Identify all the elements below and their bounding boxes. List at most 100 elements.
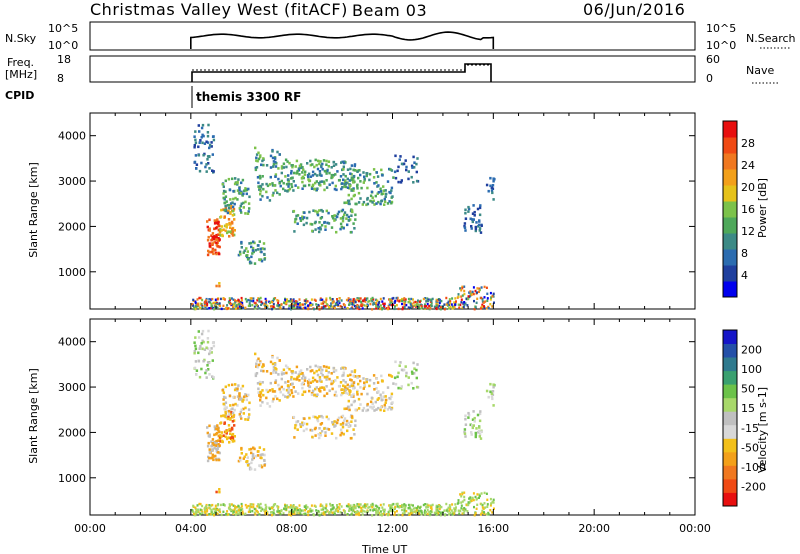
power-cell (193, 306, 195, 309)
velocity-cell (250, 451, 253, 455)
power-cell (388, 303, 391, 306)
velocity-cell (231, 420, 235, 423)
velocity-cell (354, 419, 357, 423)
velocity-y-axis-label: Slant Range [km] (27, 368, 40, 464)
velocity-cell (290, 389, 293, 392)
velocity-cell (215, 510, 218, 513)
power-cell (295, 303, 298, 306)
velocity-cell (216, 504, 219, 507)
velocity-cell (194, 507, 197, 511)
power-cell (379, 307, 382, 311)
power-cell (218, 302, 221, 305)
velocity-cell (343, 386, 347, 390)
velocity-cell (264, 510, 267, 514)
power-cell (259, 189, 262, 193)
velocity-cell (206, 508, 209, 512)
velocity-cell (272, 397, 275, 401)
power-cell (297, 186, 300, 189)
velocity-cell (419, 509, 422, 512)
velocity-cell (382, 398, 385, 401)
power-cell (324, 301, 327, 304)
velocity-cell (305, 422, 309, 426)
velocity-cell (314, 387, 317, 391)
power-cell (194, 300, 197, 303)
power-cell (383, 203, 386, 206)
power-cell (282, 187, 285, 191)
velocity-cell (321, 504, 324, 507)
power-cell (229, 302, 231, 305)
velocity-cell (487, 513, 490, 516)
power-cell (208, 143, 212, 147)
velocity-cell (228, 503, 231, 506)
power-cell (323, 182, 326, 185)
power-cell (460, 295, 463, 298)
velocity-cell (206, 340, 210, 344)
velocity-cell (193, 350, 196, 353)
nsky-tick-top: 10^5 (48, 22, 78, 35)
colorbar-tick-label: -15 (741, 422, 759, 435)
power-cell (476, 287, 479, 290)
velocity-cell (294, 390, 297, 393)
power-cell (377, 184, 380, 187)
velocity-cell (451, 503, 454, 506)
power-cell (357, 297, 360, 300)
power-cell (336, 298, 338, 301)
power-cell (347, 193, 350, 197)
power-cell (487, 189, 490, 193)
power-cell (255, 156, 258, 160)
velocity-cell (486, 503, 489, 506)
velocity-cell (228, 441, 231, 444)
velocity-cell (336, 421, 339, 425)
power-cell (388, 190, 391, 194)
power-cell (223, 208, 226, 212)
velocity-cell (324, 431, 327, 434)
power-cell (222, 192, 225, 195)
power-cell (299, 166, 303, 170)
velocity-cell (314, 434, 317, 437)
power-cell (212, 138, 216, 142)
velocity-cell (354, 408, 357, 412)
power-cell (342, 168, 345, 171)
velocity-cell (343, 417, 347, 420)
power-cell (229, 206, 232, 210)
power-cell (301, 175, 304, 179)
velocity-cell (295, 509, 298, 512)
velocity-cell (231, 411, 235, 415)
velocity-cell (347, 421, 350, 425)
power-cell (398, 300, 401, 303)
power-cell (411, 166, 414, 169)
power-cell (244, 306, 247, 309)
power-cell (234, 307, 237, 310)
velocity-cell (255, 362, 258, 366)
power-cell (481, 305, 484, 308)
velocity-cell (227, 412, 231, 416)
power-cell (217, 239, 220, 242)
velocity-cell (317, 388, 321, 391)
velocity-cell (298, 379, 301, 382)
power-cell (223, 215, 226, 218)
velocity-cell (254, 374, 258, 378)
velocity-cell (220, 513, 223, 517)
velocity-cell (467, 501, 470, 504)
velocity-cell (317, 509, 320, 513)
velocity-cell (472, 424, 475, 427)
power-cell (311, 303, 314, 306)
velocity-cell (347, 425, 350, 428)
velocity-cell (492, 385, 495, 389)
power-cell (318, 209, 321, 212)
velocity-cell (409, 507, 412, 511)
velocity-cell (403, 503, 406, 506)
power-cell (261, 183, 264, 186)
velocity-cell (489, 382, 492, 386)
power-cell (314, 299, 317, 302)
velocity-cell (277, 383, 280, 387)
velocity-cell (481, 509, 484, 513)
power-cell (286, 298, 289, 301)
velocity-cell (316, 393, 319, 396)
velocity-cell (259, 404, 262, 407)
power-cell (374, 194, 377, 198)
velocity-cell (196, 509, 199, 512)
velocity-cell (271, 513, 273, 517)
power-cell (221, 182, 224, 186)
power-cell (322, 302, 325, 305)
